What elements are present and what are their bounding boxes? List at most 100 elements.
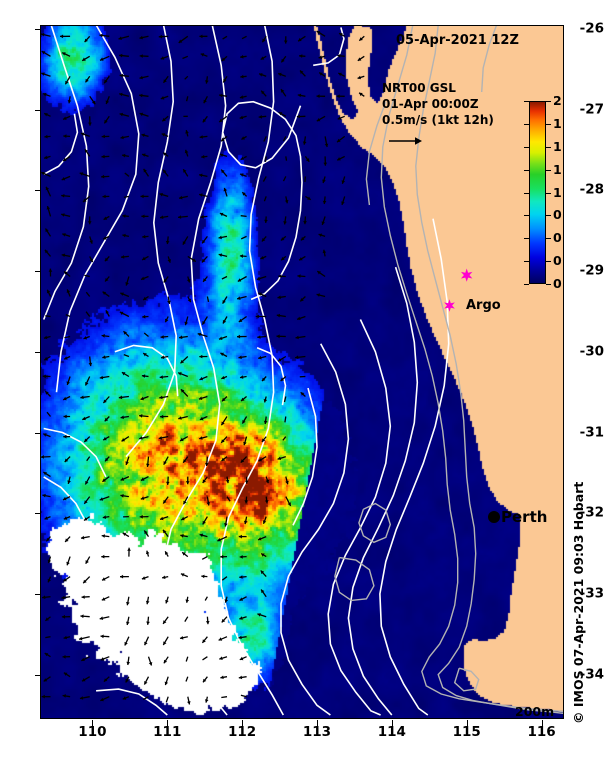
current-vector-arrow	[140, 275, 149, 281]
current-vector-arrow	[144, 636, 150, 646]
current-vector-arrow	[140, 495, 149, 500]
current-vector-arrow	[105, 309, 110, 317]
current-vector-arrow	[45, 186, 52, 197]
current-vector-arrow	[83, 335, 90, 340]
city-marker-perth: Perth	[488, 508, 547, 526]
current-vector-arrow	[163, 456, 169, 466]
current-vector-arrow	[162, 169, 169, 177]
current-vector-arrow	[180, 356, 189, 364]
current-vector-arrow	[201, 574, 208, 579]
current-vector-arrow	[241, 191, 248, 197]
bathymetry-contour	[453, 667, 480, 692]
page-title: 05-Apr-2021 12Z	[396, 33, 519, 48]
current-vector-arrow	[143, 676, 150, 685]
current-vector-arrow	[119, 574, 129, 579]
current-vector-arrow	[103, 115, 110, 124]
current-vector-arrow	[202, 656, 208, 661]
current-vector-arrow	[119, 112, 130, 117]
x-axis-tick-mark	[242, 720, 244, 726]
colorbar-tick-label: 1	[553, 184, 562, 200]
colorbar-tick	[546, 261, 551, 263]
map-plot-area[interactable]: 05-Apr-2021 12Z NRT00 GSL 01-Apr 00:00Z …	[40, 25, 564, 719]
current-vector-arrow	[201, 636, 208, 644]
current-vector-arrow	[239, 575, 247, 579]
current-vector-arrow	[165, 696, 169, 703]
current-vector-arrow	[45, 315, 51, 318]
current-vector-arrow	[239, 616, 247, 620]
current-vector-arrow	[277, 72, 287, 77]
current-vector-arrow	[202, 115, 208, 123]
current-vector-arrow	[102, 235, 110, 240]
current-vector-arrow	[296, 114, 306, 119]
colorbar: 0 0.25 0.5 0.75 1 1.25 1.5 1.75 2	[524, 94, 564, 289]
current-vector-arrow	[122, 233, 130, 238]
current-product-label: NRT00 GSL	[382, 81, 456, 95]
current-vector-arrow	[165, 596, 169, 604]
current-vector-arrow	[282, 436, 287, 441]
current-vector-arrow	[299, 70, 306, 77]
current-vector-arrow	[284, 196, 289, 204]
current-vector-arrow	[122, 532, 130, 538]
current-vector-arrow	[81, 676, 91, 682]
current-vector-arrow	[43, 471, 51, 478]
current-vector-arrow	[337, 54, 345, 58]
current-vector-arrow	[201, 154, 208, 159]
current-vector-arrow	[46, 205, 52, 217]
current-vector-arrow	[42, 92, 51, 97]
current-vector-arrow	[159, 515, 169, 521]
current-vector-arrow	[282, 176, 287, 182]
current-vector-arrow	[101, 334, 110, 338]
bathymetry-contour	[334, 556, 375, 602]
argo-legend-star	[444, 299, 455, 312]
current-vector-arrow	[42, 433, 51, 438]
current-vector-arrow	[260, 55, 267, 61]
current-vector-arrow	[220, 436, 228, 444]
current-vector-arrow	[101, 554, 110, 559]
colorbar-tick-label: 1.25	[553, 161, 564, 177]
argo-legend-label: Argo	[466, 298, 501, 313]
current-vector-arrow	[357, 55, 365, 62]
current-vector-arrow	[160, 355, 169, 360]
current-vector-arrow	[63, 576, 71, 582]
current-vector-arrow	[199, 415, 208, 421]
current-vector-arrow	[238, 635, 247, 640]
current-vector-arrow	[322, 249, 327, 257]
current-vector-arrow	[121, 153, 130, 158]
current-vector-arrow	[199, 34, 208, 39]
current-vector-arrow	[139, 54, 149, 58]
current-vector-arrow	[304, 156, 310, 163]
current-vector-arrow	[316, 94, 326, 98]
current-vector-arrow	[139, 112, 149, 117]
current-vector-arrow	[78, 636, 90, 641]
colorbar-tick-inner	[524, 101, 529, 102]
colorbar-tick-label: 1.5	[553, 138, 564, 154]
x-axis-tick-mark	[92, 720, 94, 726]
current-vector-arrow	[226, 496, 231, 502]
current-vector-arrow	[202, 276, 208, 283]
current-vector-arrow	[180, 388, 189, 397]
current-vector-arrow	[87, 216, 92, 225]
current-vector-arrow	[199, 533, 208, 538]
current-vector-arrow	[127, 547, 131, 557]
current-vector-arrow	[62, 233, 71, 238]
current-vector-arrow	[336, 155, 345, 161]
current-vector-arrow	[182, 236, 189, 246]
current-vector-arrow	[103, 215, 110, 221]
y-axis-tick-mark	[35, 190, 41, 192]
current-vector-arrow	[80, 132, 90, 138]
current-vector-arrow	[141, 255, 149, 261]
current-vector-arrow	[145, 550, 150, 557]
current-vector-arrow	[277, 295, 286, 300]
current-vector-arrow	[260, 90, 267, 97]
current-vector-arrow	[83, 516, 91, 522]
current-vector-arrow	[221, 396, 228, 402]
current-vector-arrow	[141, 374, 149, 378]
current-vector-arrow	[160, 335, 169, 339]
current-vector-arrow	[257, 613, 267, 618]
current-vector-arrow	[82, 195, 91, 203]
colorbar-tick	[546, 101, 551, 102]
current-vector-arrow	[222, 296, 228, 304]
current-vector-arrow	[201, 255, 208, 263]
current-vector-arrow	[122, 214, 129, 218]
bathymetry-contour	[358, 502, 392, 544]
